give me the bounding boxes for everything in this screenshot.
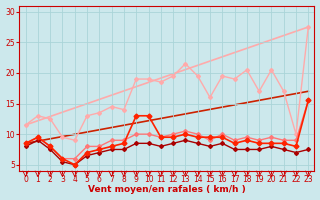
X-axis label: Vent moyen/en rafales ( km/h ): Vent moyen/en rafales ( km/h )	[88, 185, 246, 194]
